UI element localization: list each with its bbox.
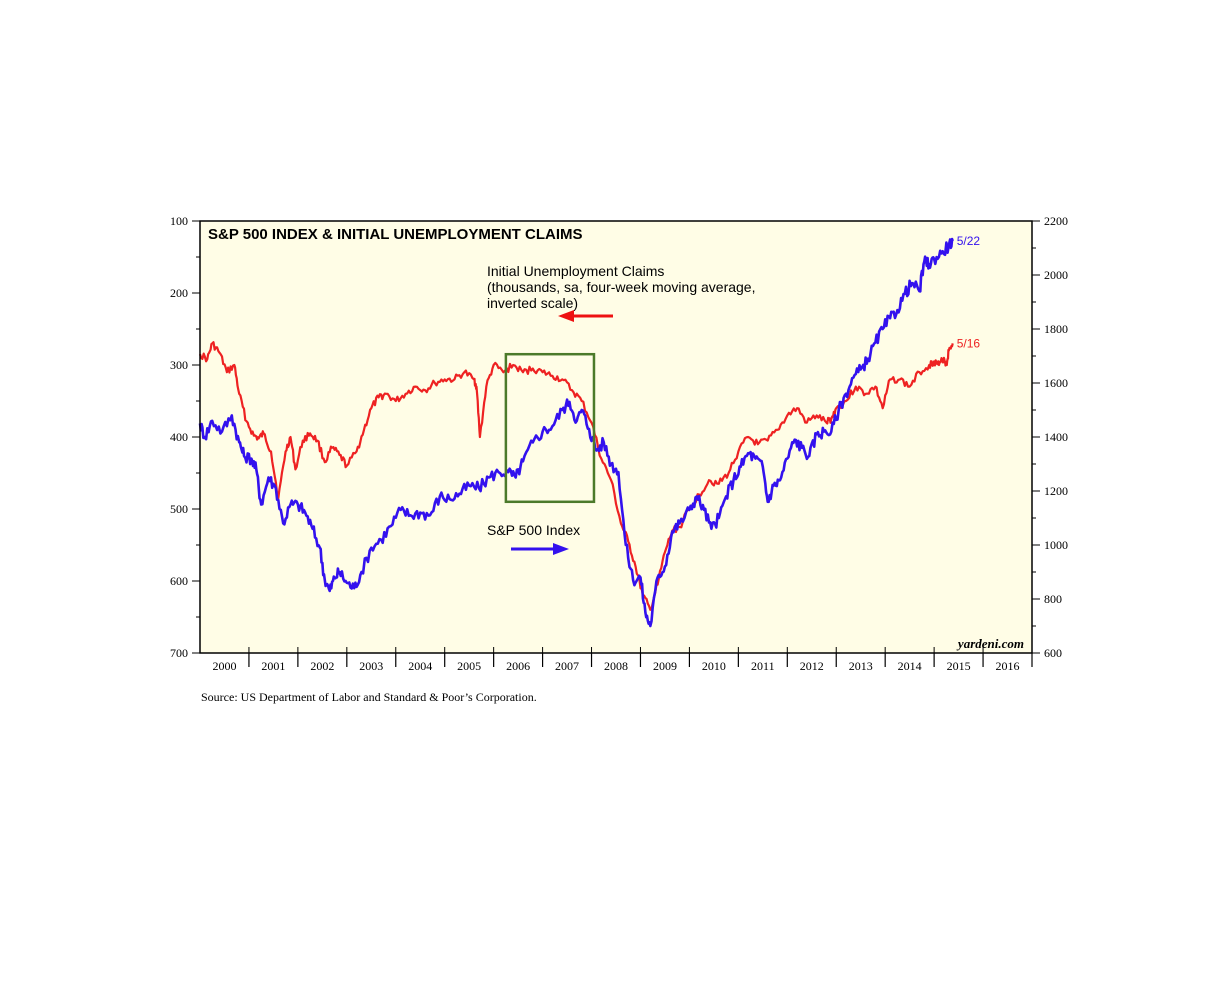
- year-label: 2006: [506, 659, 530, 673]
- chart-title: S&P 500 INDEX & INITIAL UNEMPLOYMENT CLA…: [208, 226, 583, 243]
- year-label: 2011: [751, 659, 775, 673]
- claims-end-label: 5/16: [957, 336, 981, 350]
- highlight-box: [504, 352, 596, 504]
- left-tick-label: 200: [170, 286, 188, 300]
- claims-label-line-2: (thousands, sa, four-week moving average…: [487, 279, 755, 295]
- right-tick-label: 800: [1044, 592, 1062, 606]
- axis-ticks: 100 200 300 400 500 600 700 600 800 1000 1200 1400 1…: [170, 214, 1068, 673]
- year-label: 2000: [212, 659, 236, 673]
- right-tick-label: 600: [1044, 646, 1062, 660]
- claims-label-line-3: inverted scale): [487, 295, 578, 311]
- left-tick-label: 600: [170, 574, 188, 588]
- year-label: 2014: [898, 659, 922, 673]
- left-arrow-icon: [558, 310, 613, 322]
- left-tick-label: 700: [170, 646, 188, 660]
- year-label: 2009: [653, 659, 677, 673]
- plot-area: [200, 221, 1032, 653]
- sp500-line: [198, 237, 954, 628]
- right-arrow-icon: [511, 543, 569, 555]
- right-tick-label: 2200: [1044, 214, 1068, 228]
- right-tick-label: 1800: [1044, 322, 1068, 336]
- right-tick-label: 1600: [1044, 376, 1068, 390]
- year-label: 2013: [849, 659, 873, 673]
- year-label: 2005: [457, 659, 481, 673]
- claims-label-line-1: Initial Unemployment Claims: [487, 263, 664, 279]
- year-label: 2002: [310, 659, 334, 673]
- brand-watermark: yardeni.com: [956, 636, 1024, 651]
- sp500-end-label: 5/22: [957, 234, 981, 248]
- year-label: 2012: [800, 659, 824, 673]
- year-label: 2016: [996, 659, 1020, 673]
- left-tick-label: 100: [170, 214, 188, 228]
- left-tick-label: 300: [170, 358, 188, 372]
- sp500-label: S&P 500 Index: [487, 522, 580, 538]
- year-label: 2003: [359, 659, 383, 673]
- year-label: 2004: [408, 659, 432, 673]
- right-tick-label: 1400: [1044, 430, 1068, 444]
- plot-frame: [199, 220, 1033, 654]
- year-label: 2001: [261, 659, 285, 673]
- year-label: 2007: [555, 659, 579, 673]
- left-tick-label: 400: [170, 430, 188, 444]
- right-tick-label: 1000: [1044, 538, 1068, 552]
- year-label: 2015: [947, 659, 971, 673]
- left-tick-label: 500: [170, 502, 188, 516]
- series-lines: [198, 237, 954, 628]
- right-tick-label: 1200: [1044, 484, 1068, 498]
- year-label: 2010: [702, 659, 726, 673]
- year-label: 2008: [604, 659, 628, 673]
- right-tick-label: 2000: [1044, 268, 1068, 282]
- source-note: Source: US Department of Labor and Stand…: [201, 690, 537, 704]
